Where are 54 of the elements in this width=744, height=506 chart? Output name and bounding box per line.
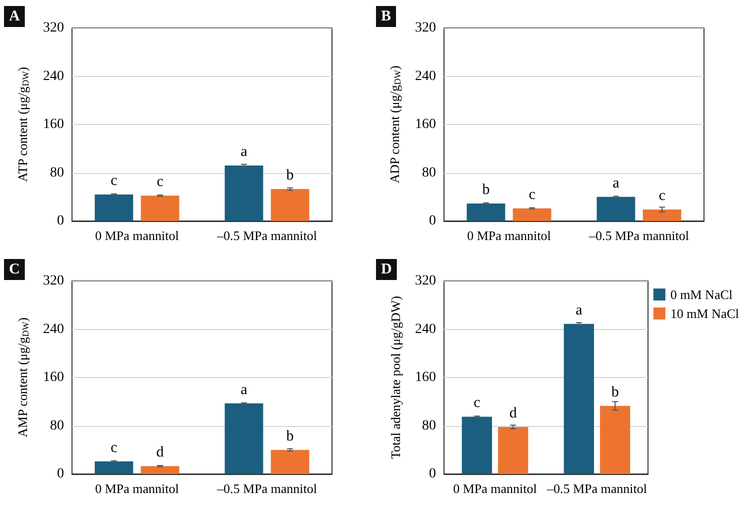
y-tick-label: 0 xyxy=(429,466,436,482)
y-axis-title: ADP content (μg/gDW) xyxy=(387,65,402,184)
y-tick-label: 160 xyxy=(43,117,64,132)
y-tick-label: 320 xyxy=(43,20,64,36)
x-tick-label: 0 MPa mannitol xyxy=(95,481,180,496)
y-tick-label: 0 xyxy=(57,466,64,482)
x-tick-label: –0.5 MPa mannitol xyxy=(216,228,318,243)
y-tick-label: 0 xyxy=(429,214,436,228)
y-tick-label: 240 xyxy=(43,68,64,84)
y-tick-label: 240 xyxy=(415,322,436,337)
data-label: c xyxy=(528,186,536,203)
y-tick-label: 240 xyxy=(415,68,436,84)
data-label: c xyxy=(156,174,164,190)
x-tick-label: –0.5 MPa mannitol xyxy=(216,481,318,496)
data-label: b xyxy=(286,168,294,184)
data-label: c xyxy=(658,188,666,204)
x-tick-label: 0 MPa mannitol xyxy=(453,481,538,496)
data-label: b xyxy=(482,182,490,198)
y-tick-label: 320 xyxy=(43,274,64,288)
legend-label: 0 mM NaCl xyxy=(670,287,733,302)
y-axis-title: ATP content (μg/gDW) xyxy=(15,66,30,182)
legend-label: 10 mM NaCl xyxy=(670,306,740,321)
data-label: c xyxy=(110,172,118,189)
data-label: a xyxy=(240,144,248,160)
x-tick-label: –0.5 MPa mannitol xyxy=(588,228,690,243)
data-label: a xyxy=(240,382,248,398)
data-label: c xyxy=(474,395,481,412)
chart-title: B xyxy=(381,8,392,24)
y-axis-title: Total adenylate pool (μg/gDW) xyxy=(388,296,403,460)
y-tick-label: 240 xyxy=(43,322,64,337)
data-label: c xyxy=(110,440,118,456)
y-tick-label: 80 xyxy=(50,165,64,180)
data-label: a xyxy=(576,302,583,318)
y-tick-label: 80 xyxy=(422,165,436,180)
data-label: d xyxy=(156,444,164,461)
x-tick-label: 0 MPa mannitol xyxy=(467,228,552,243)
y-tick-label: 0 xyxy=(57,214,64,228)
x-tick-label: 0 MPa mannitol xyxy=(95,228,180,243)
chart-title: A xyxy=(9,8,20,24)
data-label: d xyxy=(509,405,518,422)
y-tick-label: 320 xyxy=(415,274,436,288)
x-tick-label: –0.5 MPa mannitol xyxy=(546,481,648,496)
y-tick-label: 80 xyxy=(50,418,64,434)
data-label: b xyxy=(286,428,294,444)
chart-title: D xyxy=(381,262,392,278)
y-tick-label: 320 xyxy=(415,20,436,36)
y-tick-label: 160 xyxy=(415,370,436,385)
data-label: b xyxy=(611,384,619,400)
chart-title: C xyxy=(9,262,20,278)
y-tick-label: 80 xyxy=(422,418,436,434)
y-tick-label: 160 xyxy=(415,117,436,132)
y-axis-title: AMP content (μg/gDW) xyxy=(15,317,30,438)
y-tick-label: 160 xyxy=(43,370,64,385)
data-label: a xyxy=(612,175,620,192)
